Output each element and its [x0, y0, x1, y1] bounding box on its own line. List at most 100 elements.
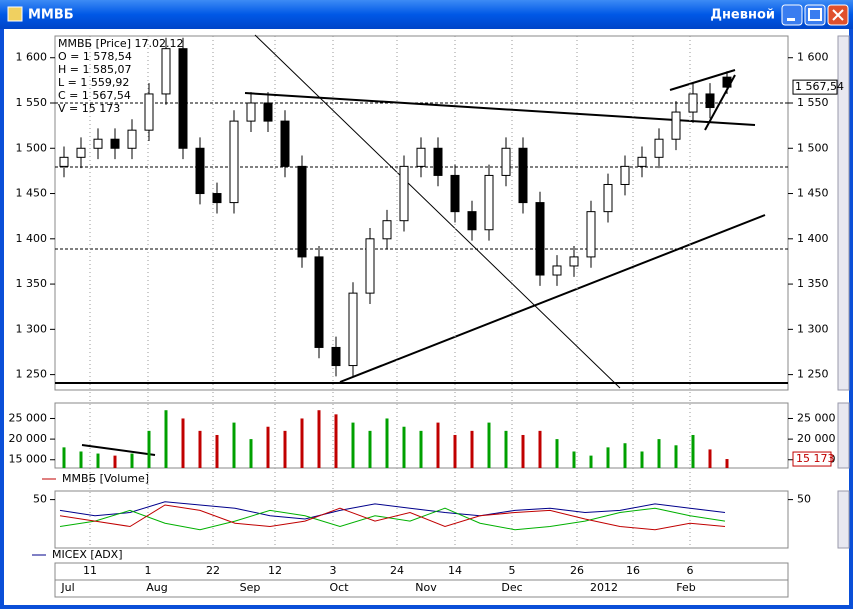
x-month-label: Jul: [60, 581, 74, 594]
candle-body: [671, 111, 681, 140]
candle-body: [484, 174, 494, 231]
volume-bar: [130, 453, 134, 468]
min-button[interactable]: [781, 4, 803, 26]
candle-body: [127, 129, 137, 149]
volume-bar: [198, 430, 202, 468]
y-tick-label: 1 250: [797, 368, 829, 381]
candle-body: [399, 165, 409, 222]
y-tick-label: 15 000: [9, 453, 48, 466]
volume-bar: [589, 455, 593, 468]
volume-bar: [657, 439, 661, 468]
x-month-label: Dec: [501, 581, 522, 594]
y-tick-label: 1 500: [16, 141, 48, 154]
price-legend: C = 1 567,54: [58, 89, 131, 102]
last-volume-label: 15 173: [796, 452, 835, 465]
volume-bar: [96, 453, 100, 468]
x-day-label: 5: [509, 564, 516, 577]
candle-body: [705, 93, 715, 109]
volume-bar: [453, 434, 457, 468]
volume-bar: [487, 422, 491, 468]
price-legend: V = 15 173: [58, 102, 120, 115]
volume-bar: [300, 418, 304, 468]
candle-body: [501, 147, 511, 176]
x-day-label: 24: [390, 564, 404, 577]
volume-bar: [640, 451, 644, 468]
volume-bar: [504, 430, 508, 468]
volume-bar: [691, 434, 695, 468]
y-tick-label: 1 300: [16, 322, 48, 335]
candle-body: [569, 256, 579, 267]
adx-line: [59, 501, 726, 520]
candle-body: [348, 292, 358, 367]
candle-body: [620, 165, 630, 185]
volume-bar: [470, 430, 474, 468]
candle-body: [246, 102, 256, 122]
last-price-box: [792, 79, 838, 95]
price-legend: H = 1 585,07: [58, 63, 131, 76]
volume-bar: [521, 434, 525, 468]
x-month-label: 2012: [590, 581, 618, 594]
volume-bar: [232, 422, 236, 468]
y-tick-label: 1 400: [16, 232, 48, 245]
volume-bar: [708, 449, 712, 468]
candle-body: [688, 93, 698, 113]
x-day-label: 6: [687, 564, 694, 577]
y-tick-label: 1 400: [797, 232, 829, 245]
price-pane: [54, 35, 789, 391]
title-bar: [0, 0, 853, 29]
x-month-label: Sep: [240, 581, 261, 594]
y-tick-label: 1 600: [797, 51, 829, 64]
y-tick-label: 1 350: [797, 277, 829, 290]
volume-bar: [538, 430, 542, 468]
x-day-label: 14: [448, 564, 462, 577]
y-tick-label: 20 000: [797, 432, 836, 445]
volume-bar: [368, 430, 372, 468]
y-tick-label: 1 450: [16, 187, 48, 200]
x-month-label: Oct: [329, 581, 349, 594]
volume-bar: [334, 414, 338, 468]
candle-body: [552, 265, 562, 276]
volume-bar: [351, 422, 355, 468]
y-tick-label: 1 250: [16, 368, 48, 381]
adx-line: [59, 507, 726, 531]
trendlines: [55, 34, 788, 456]
app-icon: [7, 6, 23, 22]
x-day-label: 1: [145, 564, 152, 577]
timeframe: Дневной: [710, 8, 775, 23]
y-tick-label: 1 450: [797, 187, 829, 200]
x-month-label: Aug: [146, 581, 167, 594]
x-month-label: Nov: [415, 581, 437, 594]
candle-body: [637, 156, 647, 167]
last-volume-box: [792, 451, 832, 467]
candle-body: [450, 174, 460, 213]
x-day-label: 12: [268, 564, 282, 577]
candle-body: [433, 147, 443, 176]
max-button[interactable]: [804, 4, 826, 26]
x-day-label: 3: [330, 564, 337, 577]
y-tick-label: 1 350: [16, 277, 48, 290]
y-tick-label: 50: [33, 493, 47, 506]
adx-line: [59, 504, 726, 531]
scrollbars[interactable]: [837, 35, 850, 549]
candle-body: [518, 147, 528, 204]
x-day-label: 11: [83, 564, 97, 577]
volume-bar: [215, 434, 219, 468]
candle-body: [654, 138, 664, 158]
candle-body: [178, 48, 188, 149]
close-button[interactable]: [827, 4, 849, 26]
candle-body: [161, 48, 171, 95]
volume-bar: [572, 451, 576, 468]
volume-bar: [674, 445, 678, 468]
y-tick-label: 50: [797, 493, 811, 506]
volume-legend: ММВБ [Volume]: [62, 472, 149, 485]
candle-body: [297, 165, 307, 258]
y-tick-label: 1 550: [797, 96, 829, 109]
candle-body: [586, 211, 596, 258]
volume-bar: [249, 439, 253, 468]
y-tick-label: 1 300: [797, 322, 829, 335]
x-month-label: Feb: [676, 581, 695, 594]
candle-body: [535, 202, 545, 276]
price-legend: ММВБ [Price] 17.02.12: [58, 37, 183, 50]
candle-body: [212, 193, 222, 204]
